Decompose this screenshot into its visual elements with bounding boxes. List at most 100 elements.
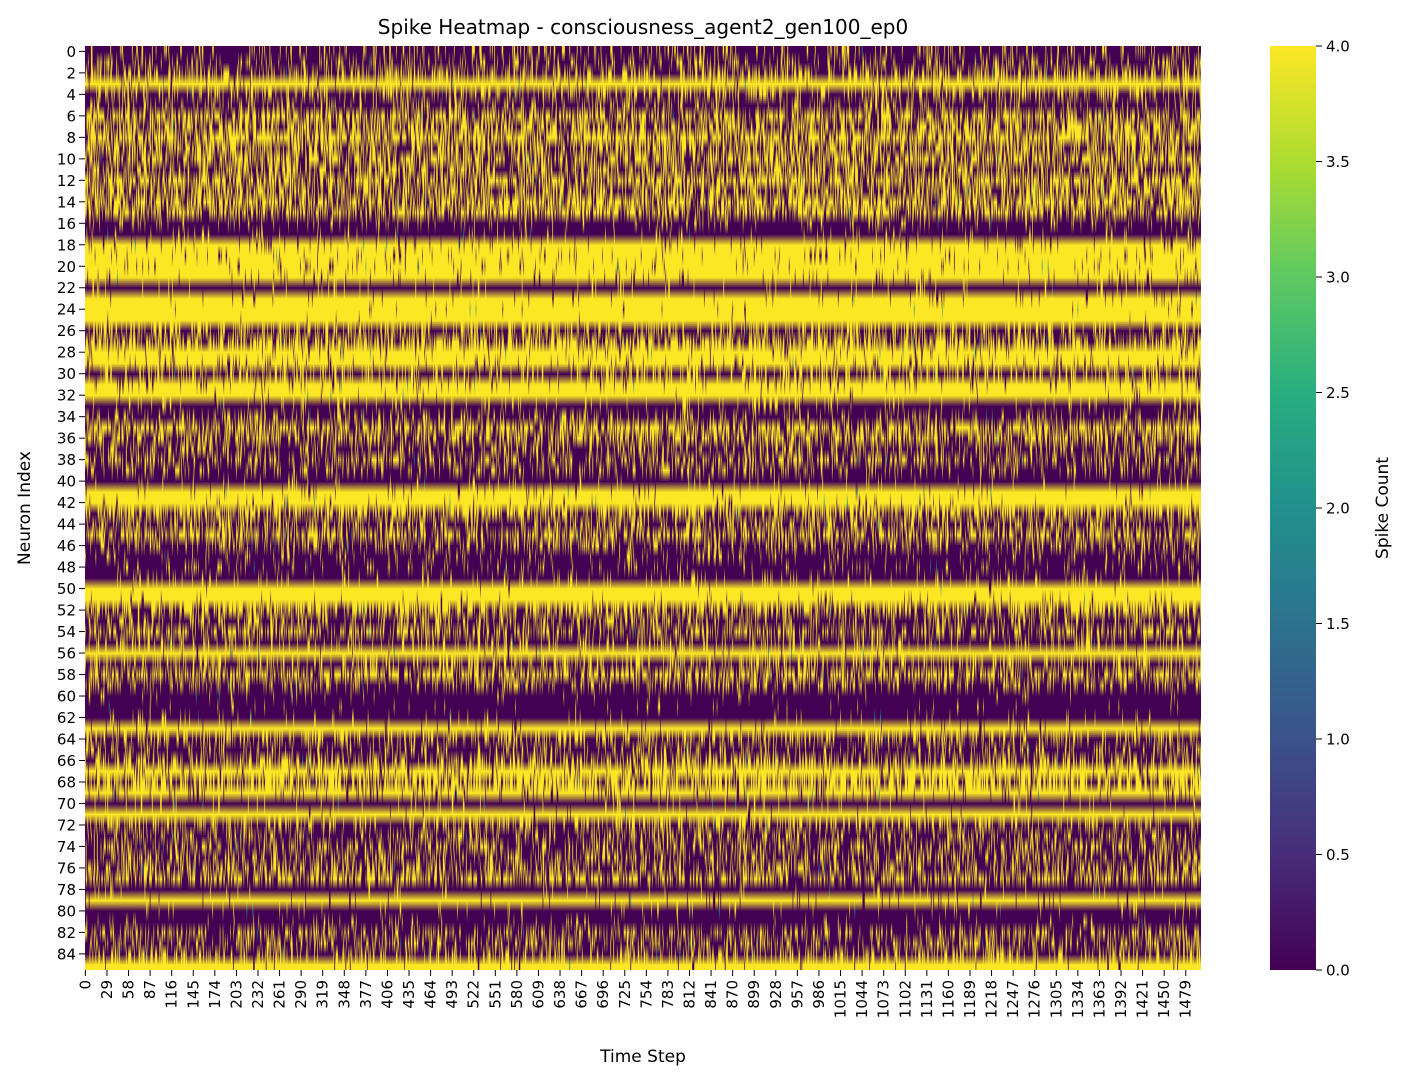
x-tick-label: 638 xyxy=(551,980,569,1009)
y-tick-label: 32 xyxy=(57,387,76,405)
x-tick-label: 870 xyxy=(724,980,742,1009)
x-tick-label: 58 xyxy=(120,980,138,999)
y-tick-label: 58 xyxy=(57,666,76,684)
x-tick-label: 464 xyxy=(422,980,440,1009)
x-tick-label: 290 xyxy=(292,980,310,1009)
y-tick-label: 2 xyxy=(66,64,76,82)
x-tick-label: 232 xyxy=(249,980,267,1009)
x-tick-label: 783 xyxy=(659,980,677,1009)
x-tick-label: 319 xyxy=(314,980,332,1009)
x-tick-label: 551 xyxy=(486,980,504,1009)
heatmap-plot-area xyxy=(85,46,1201,970)
x-tick-label: 580 xyxy=(508,980,526,1009)
x-tick-label: 493 xyxy=(443,980,461,1009)
x-tick-label: 725 xyxy=(616,980,634,1009)
y-tick-label: 4 xyxy=(66,86,76,104)
y-tick-label: 62 xyxy=(57,709,76,727)
y-tick-label: 60 xyxy=(57,688,76,706)
y-tick-label: 42 xyxy=(57,494,76,512)
y-tick-label: 66 xyxy=(57,752,76,770)
x-tick-label: 1276 xyxy=(1026,980,1044,1018)
y-tick-label: 0 xyxy=(66,43,76,61)
colorbar-tick-label: 2.5 xyxy=(1326,384,1350,402)
x-tick-label: 754 xyxy=(637,980,655,1009)
y-tick-label: 26 xyxy=(57,322,76,340)
y-tick-label: 70 xyxy=(57,795,76,813)
x-tick-label: 1421 xyxy=(1134,980,1152,1018)
y-tick-label: 82 xyxy=(57,924,76,942)
y-tick-label: 22 xyxy=(57,279,76,297)
x-tick-label: 377 xyxy=(357,980,375,1009)
colorbar-tick-label: 3.5 xyxy=(1326,153,1350,171)
x-tick-label: 174 xyxy=(206,980,224,1009)
x-tick-label: 1160 xyxy=(939,980,957,1018)
y-tick-label: 24 xyxy=(57,301,76,319)
y-tick-label: 78 xyxy=(57,881,76,899)
y-tick-label: 80 xyxy=(57,902,76,920)
y-tick-label: 48 xyxy=(57,559,76,577)
x-axis-label: Time Step xyxy=(599,1047,686,1067)
x-tick-label: 667 xyxy=(573,980,591,1009)
x-tick-label: 1044 xyxy=(853,980,871,1018)
y-tick-label: 84 xyxy=(57,945,76,963)
x-tick-label: 261 xyxy=(271,980,289,1009)
x-tick-label: 29 xyxy=(98,980,116,999)
colorbar: 0.0 0.5 1.0 1.5 2.0 2.5 3.0 3.5 4.0 Spike Count xyxy=(1270,38,1393,980)
y-tick-label: 50 xyxy=(57,580,76,598)
x-tick-label: 116 xyxy=(163,980,181,1009)
x-tick-label: 435 xyxy=(400,980,418,1009)
y-tick-label: 28 xyxy=(57,344,76,362)
y-tick-label: 44 xyxy=(57,516,76,534)
y-tick-label: 56 xyxy=(57,645,76,663)
x-tick-label: 957 xyxy=(788,980,806,1009)
y-tick-label: 72 xyxy=(57,816,76,834)
y-tick-label: 76 xyxy=(57,859,76,877)
y-tick-label: 34 xyxy=(57,408,76,426)
x-tick-label: 899 xyxy=(745,980,763,1009)
y-tick-label: 12 xyxy=(57,172,76,190)
y-tick-label: 10 xyxy=(57,150,76,168)
colorbar-tick-label: 0.5 xyxy=(1326,846,1350,864)
x-tick-label: 522 xyxy=(465,980,483,1009)
y-tick-label: 64 xyxy=(57,731,76,749)
x-tick-label: 841 xyxy=(702,980,720,1009)
x-tick-label: 609 xyxy=(529,980,547,1009)
x-tick-label: 1189 xyxy=(961,980,979,1018)
x-tick-label: 406 xyxy=(378,980,396,1009)
x-tick-label: 812 xyxy=(681,980,699,1009)
y-tick-label: 14 xyxy=(57,193,76,211)
y-tick-label: 6 xyxy=(66,107,76,125)
colorbar-tick-label: 0.0 xyxy=(1326,962,1350,980)
y-tick-label: 54 xyxy=(57,623,76,641)
x-tick-label: 348 xyxy=(335,980,353,1009)
y-tick-label: 68 xyxy=(57,773,76,791)
y-tick-label: 30 xyxy=(57,365,76,383)
y-tick-label: 46 xyxy=(57,537,76,555)
y-tick-label: 40 xyxy=(57,473,76,491)
x-tick-label: 1218 xyxy=(983,980,1001,1018)
x-tick-label: 1334 xyxy=(1069,980,1087,1018)
y-tick-label: 18 xyxy=(57,236,76,254)
x-axis-ticks: 0 29 58 87 116 145 174 203 232 261 290 319 348 377 406… xyxy=(76,970,1195,1018)
y-axis-ticks: 0246810121416182022242628303234363840424… xyxy=(57,43,85,963)
y-tick-label: 74 xyxy=(57,838,76,856)
chart-title: Spike Heatmap - consciousness_agent2_gen… xyxy=(378,15,908,39)
x-tick-label: 1247 xyxy=(1004,980,1022,1018)
colorbar-tick-label: 3.0 xyxy=(1326,269,1350,287)
y-tick-label: 36 xyxy=(57,430,76,448)
x-tick-label: 0 xyxy=(76,980,94,990)
x-tick-label: 203 xyxy=(227,980,245,1009)
x-tick-label: 1305 xyxy=(1047,980,1065,1018)
x-tick-label: 1102 xyxy=(896,980,914,1018)
x-tick-label: 1073 xyxy=(875,980,893,1018)
colorbar-tick-label: 2.0 xyxy=(1326,500,1350,518)
y-tick-label: 8 xyxy=(66,129,76,147)
x-tick-label: 87 xyxy=(141,980,159,999)
y-tick-label: 52 xyxy=(57,602,76,620)
x-tick-label: 1015 xyxy=(832,980,850,1018)
y-tick-label: 20 xyxy=(57,258,76,276)
colorbar-tick-label: 4.0 xyxy=(1326,38,1350,56)
x-tick-label: 1450 xyxy=(1155,980,1173,1018)
x-tick-label: 145 xyxy=(184,980,202,1009)
